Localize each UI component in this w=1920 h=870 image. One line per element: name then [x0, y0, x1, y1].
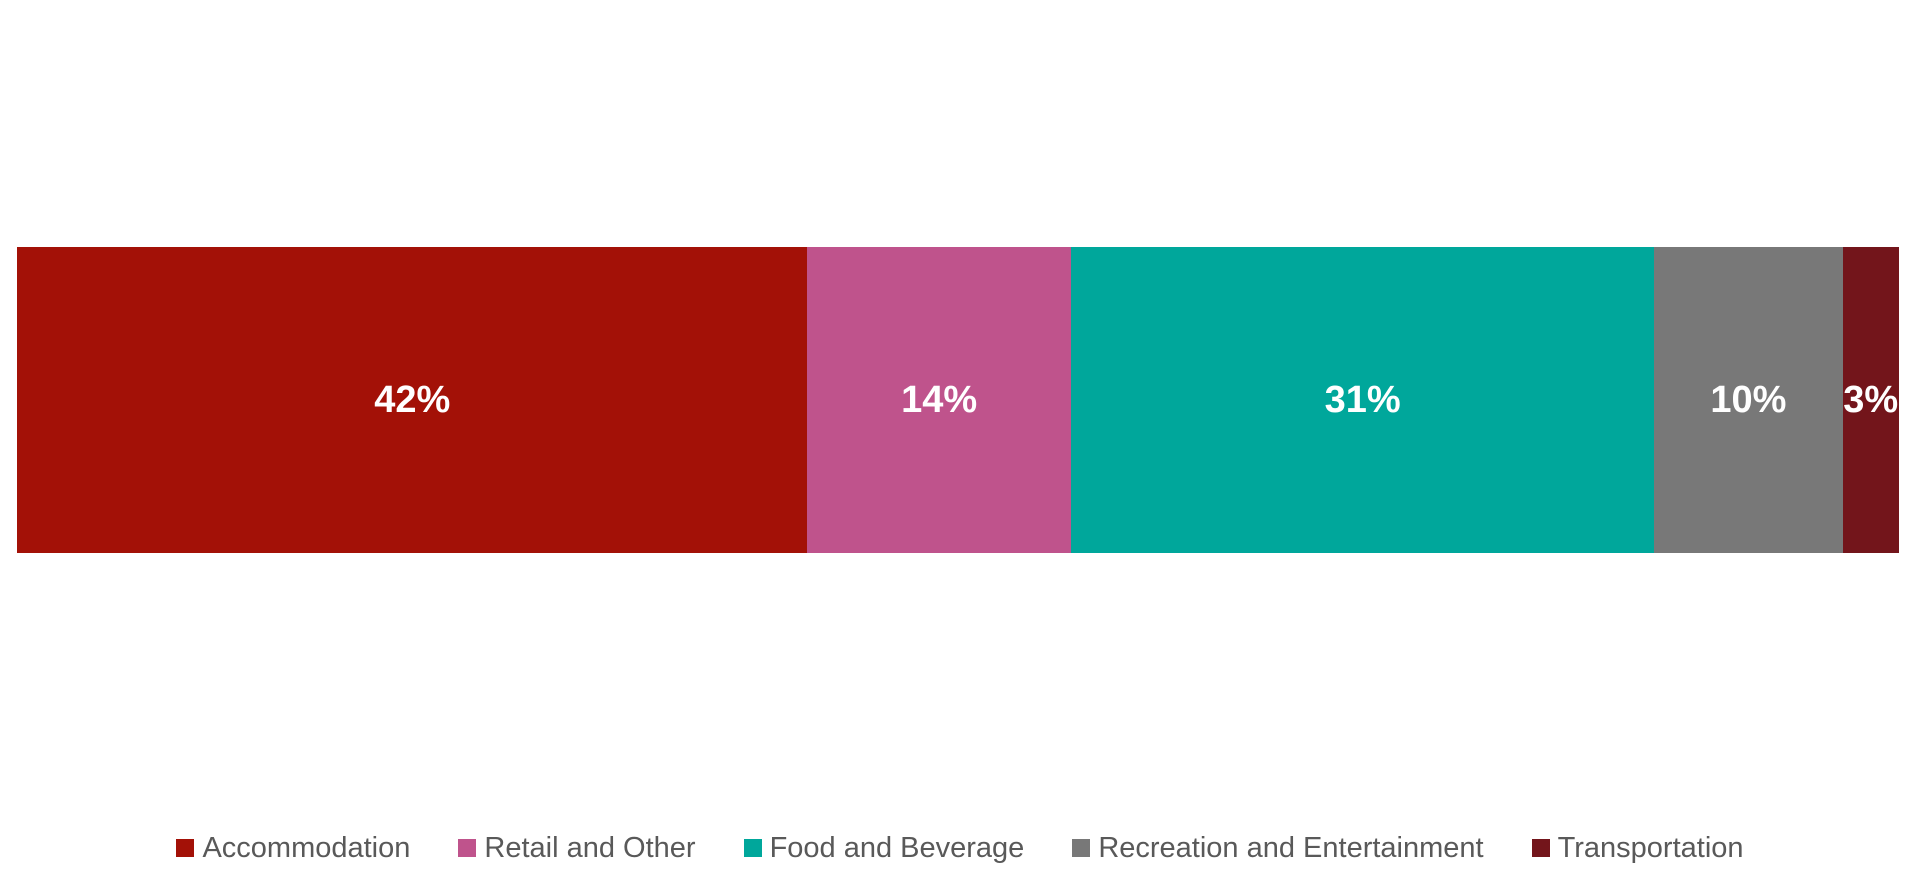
legend-swatch-icon — [1072, 839, 1091, 857]
bar-segment-retail-and-other[interactable]: 14% — [807, 247, 1071, 553]
legend-item-recreation-and-entertainment[interactable]: Recreation and Entertainment — [1072, 831, 1484, 865]
legend-item-retail-and-other[interactable]: Retail and Other — [458, 831, 696, 865]
bar-segment-transportation[interactable]: 3% — [1842, 247, 1899, 553]
legend-swatch-icon — [458, 839, 477, 857]
legend-label-transportation: Transportation — [1557, 831, 1744, 864]
segment-value-label-retail-and-other: 14% — [901, 378, 978, 421]
legend-item-transportation[interactable]: Transportation — [1531, 831, 1744, 865]
segment-value-label-transportation: 3% — [1843, 378, 1899, 421]
bar-segment-recreation-and-entertainment[interactable]: 10% — [1654, 247, 1843, 553]
legend-swatch-icon — [1531, 839, 1550, 857]
legend: Accommodation Retail and Other Food and … — [0, 828, 1920, 868]
legend-label-retail-and-other: Retail and Other — [484, 831, 696, 864]
stacked-bar: 42% 14% 31% 10% 3% — [17, 247, 1899, 553]
legend-swatch-icon — [176, 839, 195, 857]
segment-value-label-accommodation: 42% — [374, 378, 451, 421]
segment-value-label-recreation-and-entertainment: 10% — [1710, 378, 1787, 421]
bar-segment-accommodation[interactable]: 42% — [17, 247, 808, 553]
legend-swatch-icon — [743, 839, 762, 857]
legend-item-food-and-beverage[interactable]: Food and Beverage — [743, 831, 1025, 865]
legend-item-accommodation[interactable]: Accommodation — [176, 832, 410, 865]
segment-value-label-food-and-beverage: 31% — [1324, 378, 1401, 421]
legend-label-accommodation: Accommodation — [202, 831, 411, 864]
legend-label-recreation-and-entertainment: Recreation and Entertainment — [1098, 831, 1484, 864]
bar-segment-food-and-beverage[interactable]: 31% — [1070, 247, 1655, 553]
legend-label-food-and-beverage: Food and Beverage — [769, 831, 1025, 864]
